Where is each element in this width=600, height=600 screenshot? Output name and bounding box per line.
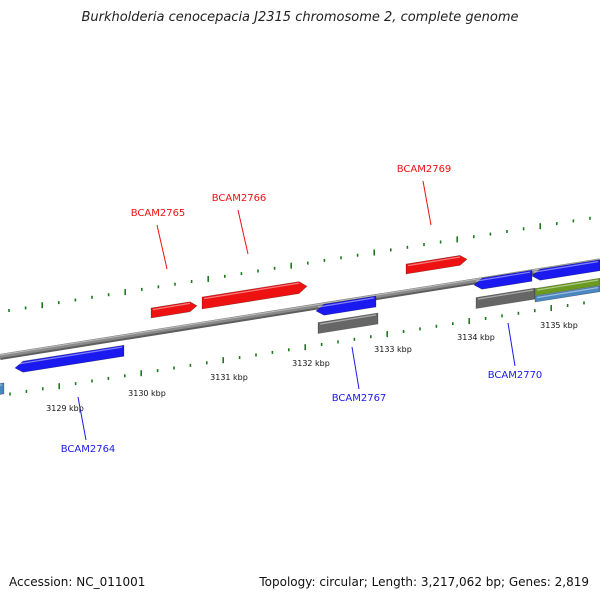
gene-bcam2771-arrow	[531, 259, 600, 281]
tick-rows	[8, 216, 591, 396]
accession-text: Accession: NC_011001	[9, 575, 146, 589]
feature-green-bar-highlight	[536, 279, 599, 291]
kbp-label-3129: 3129 kbp	[46, 404, 84, 413]
kbp-label-3130: 3130 kbp	[128, 389, 166, 398]
leader-bcam2766	[237, 209, 249, 255]
gene-bcam2770-arrow	[473, 269, 533, 290]
feature-bcam2770-bar-highlight	[477, 289, 534, 300]
genome-stats-text: Topology: circular; Length: 3,217,062 bp…	[259, 575, 589, 589]
gene-bcam2766-arrow	[201, 281, 308, 310]
gene-label-bcam2767[interactable]: BCAM2767	[332, 393, 387, 404]
features	[0, 255, 600, 395]
gene-bcam2764-arrow	[14, 344, 125, 373]
gene-bcam2767-arrow-highlight	[317, 297, 375, 308]
feature-bcam2767-bar	[317, 312, 379, 334]
gene-bcam2766-arrow-highlight	[203, 282, 300, 300]
gene-label-bcam2770[interactable]: BCAM2770	[488, 370, 543, 381]
gene-bcam2764-arrow-highlight	[16, 346, 123, 365]
feature-bcam2767-bar-highlight	[319, 314, 377, 325]
gene-bcam2767-arrow	[315, 295, 377, 316]
leader-bcam2770	[507, 322, 516, 367]
feature-steelblue-bar	[534, 285, 600, 303]
kbp-label-3135: 3135 kbp	[540, 321, 578, 330]
labels: BCAM2764 BCAM2765 BCAM2766 BCAM2767 BCAM2769…	[61, 164, 543, 455]
gene-bcam2765-arrow	[150, 301, 198, 319]
gene-label-bcam2766[interactable]: BCAM2766	[212, 193, 267, 204]
feature-steelblue-bar-highlight	[536, 287, 599, 299]
kbp-labels: 3129 kbp 3130 kbp 3131 kbp 3132 kbp 3133 kbp…	[46, 321, 578, 413]
gene-bcam2769-arrow	[405, 255, 468, 275]
gene-bcam2771-arrow-highlight	[533, 261, 599, 273]
kbp-label-3134: 3134 kbp	[457, 333, 495, 342]
map-title: Burkholderia cenocepacia J2315 chromosom…	[81, 10, 519, 25]
leaders	[77, 180, 516, 441]
kbp-label-3133: 3133 kbp	[374, 345, 412, 354]
gene-label-bcam2765[interactable]: BCAM2765	[131, 208, 186, 219]
gene-bcam2769-arrow-highlight	[407, 256, 461, 267]
feature-left-edge-bar	[0, 382, 5, 395]
kbp-label-3131: 3131 kbp	[210, 373, 248, 382]
leader-bcam2765	[156, 224, 168, 270]
feature-left-edge-bar-highlight	[0, 384, 3, 386]
gene-bcam2765-arrow-highlight	[152, 302, 191, 311]
leader-bcam2764	[77, 396, 87, 441]
gene-label-bcam2764[interactable]: BCAM2764	[61, 444, 116, 455]
leader-bcam2767	[351, 346, 360, 390]
feature-green-bar	[534, 277, 600, 296]
kbp-label-3132: 3132 kbp	[292, 359, 330, 368]
leader-bcam2769	[422, 180, 432, 226]
gene-bcam2770-arrow-highlight	[475, 271, 531, 282]
gene-label-bcam2769[interactable]: BCAM2769	[397, 164, 452, 175]
